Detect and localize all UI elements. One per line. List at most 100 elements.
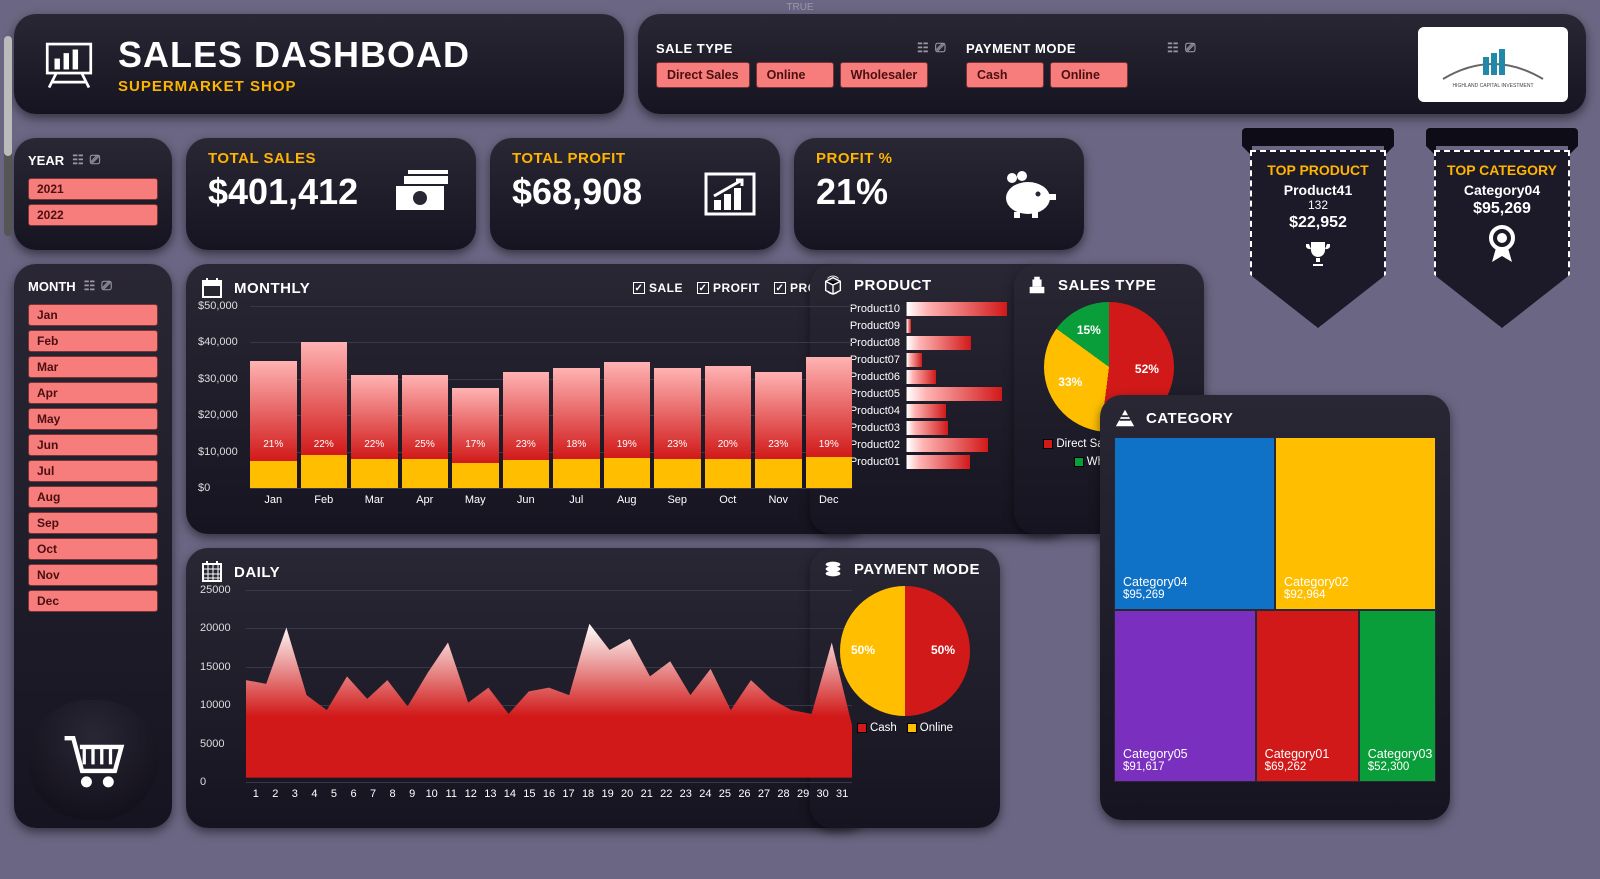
register-icon — [1026, 274, 1048, 296]
monthly-bar: 23%Sep — [654, 368, 701, 488]
legend-item: Online — [907, 722, 953, 734]
daily-chart: 1234567891011121314151617181920212223242… — [246, 590, 852, 800]
payment-title: PAYMENT MODE — [854, 561, 980, 578]
monthly-bar: 25%Apr — [402, 375, 449, 488]
kpi-sales-label: TOTAL SALES — [208, 150, 454, 167]
cash-icon — [390, 170, 454, 214]
month-sep[interactable]: Sep — [28, 512, 158, 534]
payment-mode-label: PAYMENT MODE — [966, 41, 1076, 56]
salestype-title: SALES TYPE — [1058, 277, 1156, 294]
year-2022[interactable]: 2022 — [28, 204, 158, 226]
chip-cash[interactable]: Cash — [966, 62, 1044, 88]
trophy-icon — [1303, 238, 1333, 268]
treemap-cell: Category01$69,262 — [1256, 610, 1359, 783]
clear-filter-icon[interactable]: ⎚ — [90, 152, 100, 168]
category-title: CATEGORY — [1146, 410, 1233, 427]
payment-pie: 50%50% — [840, 586, 970, 716]
treemap-cell: Category03$52,300 — [1359, 610, 1436, 783]
multiselect-icon[interactable]: ☷ — [917, 40, 929, 56]
product-scrollbar[interactable] — [4, 36, 12, 236]
month-apr[interactable]: Apr — [28, 382, 158, 404]
dashboard-icon — [40, 35, 98, 93]
year-2021[interactable]: 2021 — [28, 178, 158, 200]
daily-title: DAILY — [234, 564, 280, 581]
month-may[interactable]: May — [28, 408, 158, 430]
monthly-bar: 18%Jul — [553, 368, 600, 488]
calendar-grid-icon — [200, 560, 224, 584]
treemap-cell: Category04$95,269 — [1114, 437, 1275, 610]
monthly-title: MONTHLY — [234, 280, 310, 297]
top-product-qty: 132 — [1258, 198, 1378, 212]
kpi-profit-label: TOTAL PROFIT — [512, 150, 758, 167]
month-dec[interactable]: Dec — [28, 590, 158, 612]
kpi-total-sales: TOTAL SALES $401,412 — [186, 138, 476, 250]
chip-online[interactable]: Online — [756, 62, 834, 88]
month-feb[interactable]: Feb — [28, 330, 158, 352]
monthly-bar: 22%Feb — [301, 342, 348, 488]
month-jan[interactable]: Jan — [28, 304, 158, 326]
top-product-name: Product41 — [1258, 182, 1378, 198]
top-category-value: $95,269 — [1442, 200, 1562, 218]
monthly-bar: 23%Jun — [503, 372, 550, 488]
month-jul[interactable]: Jul — [28, 460, 158, 482]
monthly-bar: 17%May — [452, 388, 499, 488]
calendar-icon — [200, 276, 224, 300]
check-sale[interactable]: ✓SALE — [633, 281, 683, 295]
monthly-panel: MONTHLY ✓SALE ✓PROFIT ✓PROFIT % 21%Jan22… — [186, 264, 866, 534]
monthly-bar: 19%Dec — [806, 357, 853, 488]
month-mar[interactable]: Mar — [28, 356, 158, 378]
check-profit[interactable]: ✓PROFIT — [697, 281, 760, 295]
month-aug[interactable]: Aug — [28, 486, 158, 508]
multiselect-icon[interactable]: ☷ — [84, 278, 96, 294]
monthly-chart: 21%Jan22%Feb22%Mar25%Apr17%May23%Jun18%J… — [250, 306, 852, 506]
month-oct[interactable]: Oct — [28, 538, 158, 560]
year-slicer: YEAR ☷ ⎚ 2021 2022 — [14, 138, 172, 250]
pyramid-icon — [1114, 407, 1136, 429]
box-icon — [822, 274, 844, 296]
year-label: YEAR — [28, 153, 64, 168]
clear-filter-icon[interactable]: ⎚ — [1185, 40, 1196, 56]
month-jun[interactable]: Jun — [28, 434, 158, 456]
legend-item: Cash — [857, 722, 897, 734]
kpi-pct-label: PROFIT % — [816, 150, 1062, 167]
top-product-title: TOP PRODUCT — [1258, 162, 1378, 178]
svg-text:HIGHLAND CAPITAL INVESTMENT: HIGHLAND CAPITAL INVESTMENT — [1452, 83, 1533, 89]
kpi-total-profit: TOTAL PROFIT $68,908 — [490, 138, 780, 250]
category-treemap: Category04$95,269Category02$92,964Catego… — [1114, 437, 1436, 782]
clear-filter-icon[interactable]: ⎚ — [101, 278, 111, 294]
multiselect-icon[interactable]: ☷ — [1167, 40, 1179, 56]
treemap-cell: Category02$92,964 — [1275, 437, 1436, 610]
page-title: SALES DASHBOAD — [118, 34, 470, 76]
chip-direct-sales[interactable]: Direct Sales — [656, 62, 750, 88]
filters-card: SALE TYPE ☷ ⎚ Direct Sales Online Wholesa… — [638, 14, 1586, 114]
sale-type-chips: Direct Sales Online Wholesaler — [656, 62, 946, 88]
payment-chips: Cash Online — [966, 62, 1196, 88]
sale-type-label: SALE TYPE — [656, 41, 733, 56]
daily-panel: DAILY 1234567891011121314151617181920212… — [186, 548, 866, 828]
top-category-badge: TOP CATEGORY Category04 $95,269 — [1418, 128, 1586, 328]
month-label: MONTH — [28, 279, 76, 294]
treemap-cell: Category05$91,617 — [1114, 610, 1256, 783]
page-subtitle: SUPERMARKET SHOP — [118, 78, 470, 95]
piggybank-icon — [998, 170, 1062, 218]
top-product-value: $22,952 — [1258, 214, 1378, 232]
true-label: TRUE — [786, 2, 813, 13]
monthly-bar: 23%Nov — [755, 372, 802, 488]
monthly-bar: 20%Oct — [705, 366, 752, 488]
growth-icon — [702, 170, 758, 218]
chip-wholesaler[interactable]: Wholesaler — [840, 62, 929, 88]
top-product-badge: TOP PRODUCT Product41 132 $22,952 — [1234, 128, 1402, 328]
coins-icon — [822, 558, 844, 580]
month-nov[interactable]: Nov — [28, 564, 158, 586]
clear-filter-icon[interactable]: ⎚ — [935, 40, 946, 56]
monthly-bar: 19%Aug — [604, 362, 651, 488]
multiselect-icon[interactable]: ☷ — [72, 152, 84, 168]
top-category-name: Category04 — [1442, 182, 1562, 198]
product-title: PRODUCT — [854, 277, 932, 294]
monthly-bar: 21%Jan — [250, 361, 297, 488]
cart-button[interactable] — [28, 700, 158, 820]
brand-logo: HIGHLAND CAPITAL INVESTMENT — [1418, 27, 1568, 102]
kpi-profit-pct: PROFIT % 21% — [794, 138, 1084, 250]
category-panel: CATEGORY Category04$95,269Category02$92,… — [1100, 395, 1450, 820]
chip-online-pay[interactable]: Online — [1050, 62, 1128, 88]
